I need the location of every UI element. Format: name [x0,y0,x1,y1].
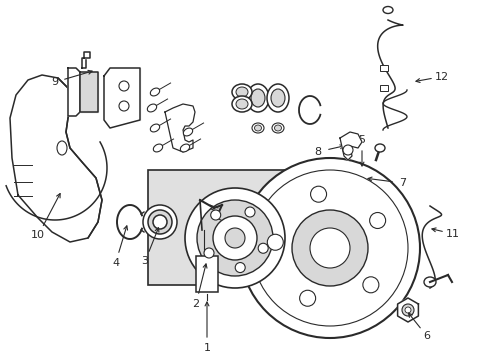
Ellipse shape [153,144,163,152]
Polygon shape [397,298,418,322]
Circle shape [224,228,244,248]
Circle shape [240,158,419,338]
Circle shape [184,188,285,288]
Ellipse shape [231,96,251,112]
Circle shape [267,234,283,250]
Ellipse shape [274,125,281,131]
Circle shape [251,170,407,326]
Circle shape [197,200,272,276]
Circle shape [369,212,385,229]
Ellipse shape [150,88,160,96]
Bar [148,170,365,285]
Polygon shape [82,58,86,68]
Ellipse shape [142,205,177,239]
Text: 12: 12 [434,72,448,82]
Circle shape [362,277,378,293]
Polygon shape [110,68,140,120]
Text: 1: 1 [203,343,210,353]
Circle shape [291,210,367,286]
Polygon shape [104,68,140,128]
Polygon shape [164,104,195,152]
Circle shape [244,207,254,217]
Circle shape [258,243,267,253]
Ellipse shape [57,141,67,155]
Circle shape [213,216,257,260]
Ellipse shape [271,123,284,133]
Text: 11: 11 [445,229,459,239]
Ellipse shape [423,277,435,287]
Ellipse shape [148,210,172,234]
Text: 4: 4 [112,258,119,267]
Polygon shape [10,75,102,242]
Ellipse shape [231,84,251,100]
Circle shape [235,262,244,273]
Circle shape [342,145,352,155]
Ellipse shape [254,125,261,131]
Ellipse shape [180,144,189,152]
Ellipse shape [153,215,167,229]
Text: 6: 6 [423,331,429,341]
Text: 3: 3 [141,256,148,266]
Bar [196,256,218,292]
Circle shape [310,186,326,202]
Circle shape [119,81,129,91]
Ellipse shape [147,104,156,112]
Text: 10: 10 [31,230,45,240]
Circle shape [203,248,214,258]
Ellipse shape [250,89,264,107]
Circle shape [119,101,129,111]
Text: 8: 8 [314,147,321,157]
Polygon shape [84,52,90,58]
Ellipse shape [382,6,392,13]
Text: 9: 9 [51,77,58,87]
Ellipse shape [150,124,160,132]
Circle shape [309,228,349,268]
Ellipse shape [246,84,268,112]
Circle shape [404,307,410,313]
Ellipse shape [266,84,288,112]
Polygon shape [68,68,80,116]
Ellipse shape [270,89,285,107]
Bar [379,65,387,71]
Text: 2: 2 [192,299,199,309]
Text: 5: 5 [358,135,365,145]
Ellipse shape [236,99,247,109]
Bar [379,85,387,91]
Ellipse shape [236,87,247,97]
Text: 7: 7 [399,178,406,188]
Circle shape [299,290,315,306]
Polygon shape [80,72,98,112]
Polygon shape [339,132,361,160]
Ellipse shape [183,128,192,136]
Ellipse shape [251,123,264,133]
Circle shape [401,304,413,316]
Ellipse shape [374,144,384,152]
Circle shape [210,210,220,220]
